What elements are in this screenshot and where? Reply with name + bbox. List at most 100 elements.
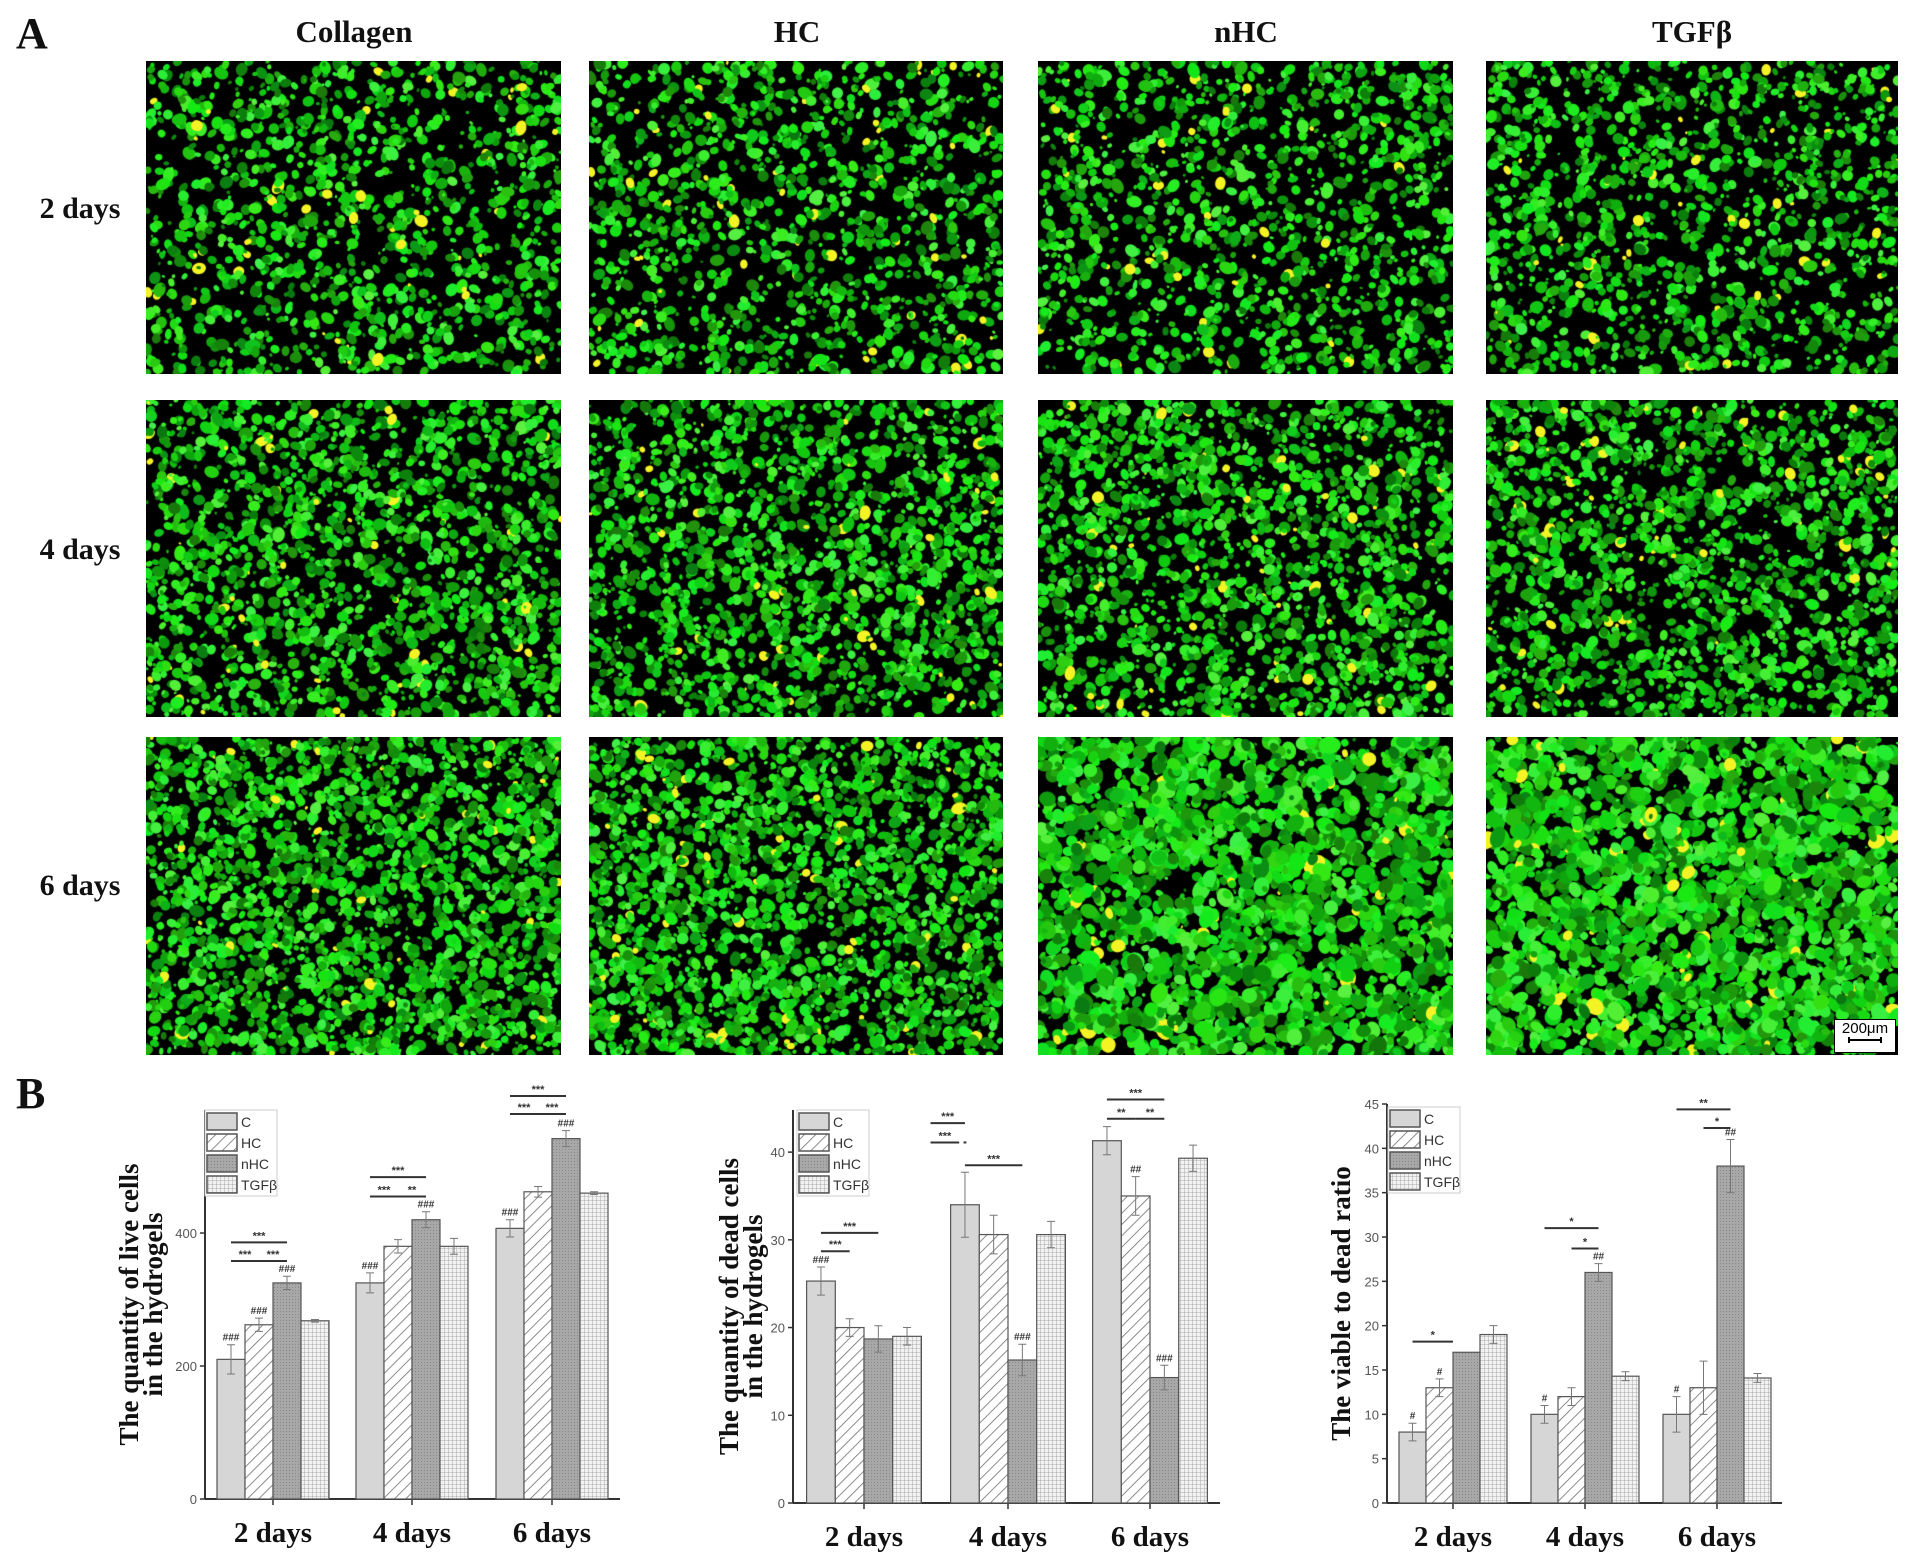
panel-b-letter: B [16, 1069, 46, 1118]
error-bar [903, 1327, 912, 1346]
significance-label: *** [239, 1249, 253, 1261]
column-title-tgfb: TGFβ [1651, 14, 1733, 49]
row-label-4-days: 4 days [39, 533, 121, 566]
scale-bar: 200μm [1834, 1019, 1896, 1053]
error-bar [1189, 1144, 1198, 1172]
y-tick-label: 30 [771, 1233, 785, 1248]
significance-label: *** [546, 1102, 560, 1114]
panel-a-letter: A [16, 9, 48, 58]
error-bar [874, 1325, 883, 1353]
error-bar [227, 1344, 235, 1375]
y-tick-label: 20 [771, 1321, 785, 1336]
row-label-2-days: 2 days [39, 192, 121, 225]
error-bar [1018, 1343, 1027, 1377]
legend-label: C [1424, 1111, 1434, 1127]
x-tick-label: 6 days [513, 1517, 591, 1549]
scale-bar-label: 200μm [1841, 1020, 1889, 1037]
significance-label: *** [253, 1230, 267, 1242]
significance-mark: ### [418, 1200, 435, 1211]
y-tick-label: 45 [1365, 1097, 1379, 1112]
error-bar [1540, 1404, 1549, 1424]
bar-TGFβ-4-days [1036, 1233, 1067, 1504]
error-bar [1408, 1422, 1417, 1442]
bar-nHC-6-days [551, 1137, 581, 1500]
error-bar [1435, 1378, 1444, 1398]
legend-label: C [833, 1114, 843, 1130]
bar-HC-4-days [383, 1245, 413, 1500]
error-bar [1699, 1360, 1708, 1415]
bar-HC-2-days [244, 1324, 274, 1500]
bar-HC-6-days [523, 1191, 553, 1500]
legend-swatch [1389, 1130, 1421, 1149]
bar-C-4-days [355, 1282, 385, 1500]
significance-label: *** [941, 1111, 955, 1123]
error-bar [1672, 1396, 1681, 1433]
column-title-collagen: Collagen [295, 14, 413, 49]
error-bar [506, 1219, 514, 1238]
chart-viable-dead-ratio: 0 5 10 15 20 25 30 35 40 45 The viable to dead rat… [1326, 1097, 1782, 1553]
significance-label: *** [392, 1165, 406, 1177]
error-bar [1131, 1176, 1140, 1216]
significance-label: *** [987, 1153, 1001, 1165]
significance-label: *** [518, 1102, 532, 1114]
significance-label: ** [1699, 1097, 1708, 1109]
error-bar [816, 1266, 825, 1296]
error-bar [1160, 1364, 1169, 1391]
bar-C-6-days [1092, 1140, 1122, 1504]
y-tick-label: 30 [1365, 1230, 1379, 1245]
error-bar [1621, 1371, 1630, 1382]
y-tick-label: 25 [1365, 1274, 1379, 1289]
scale-bar-line [1848, 1037, 1882, 1043]
bar-nHC-6-days [1716, 1165, 1745, 1504]
bar-nHC-2-days [272, 1282, 302, 1500]
error-bar [1489, 1325, 1498, 1344]
x-tick-label: 4 days [373, 1517, 451, 1549]
micrograph-tgfβ-1 [1486, 400, 1898, 717]
y-tick-label: 5 [1372, 1452, 1379, 1467]
x-tick-label: 2 days [1414, 1521, 1492, 1553]
error-bar [311, 1318, 319, 1323]
error-bar [283, 1275, 291, 1291]
bar-nHC-2-days [863, 1338, 894, 1504]
error-bar [534, 1185, 542, 1198]
legend-label: HC [241, 1135, 261, 1151]
legend-label: TGFβ [241, 1177, 277, 1193]
bar-C-2-days [216, 1358, 246, 1500]
y-tick-label: 0 [778, 1496, 785, 1511]
significance-label: *** [378, 1184, 392, 1196]
error-bar [1102, 1126, 1111, 1156]
bar-C-2-days [1398, 1431, 1427, 1504]
y-tick-label: 10 [771, 1408, 785, 1423]
bar-TGFβ-6-days [1178, 1157, 1209, 1504]
legend-label: HC [833, 1135, 853, 1151]
legend-label: nHC [833, 1156, 861, 1172]
micrograph-collagen-2 [146, 737, 561, 1055]
micrograph-collagen-1 [146, 400, 561, 717]
legend-label: TGFβ [833, 1177, 869, 1193]
error-bar [366, 1272, 374, 1294]
y-axis-label: The quantity of live cells [114, 1164, 144, 1446]
significance-mark: ## [1725, 1127, 1737, 1138]
row-label-6-days: 6 days [39, 869, 121, 902]
micrograph-nhc-1 [1038, 400, 1453, 717]
error-bar [394, 1239, 402, 1254]
significance-mark: ### [813, 1255, 830, 1266]
significance-mark: ### [279, 1264, 296, 1275]
micrograph-hc-2 [589, 737, 1003, 1055]
x-tick-label: 2 days [234, 1517, 312, 1549]
bar-HC-6-days [1120, 1195, 1151, 1504]
legend-label: nHC [1424, 1153, 1452, 1169]
significance-label: * [1583, 1237, 1588, 1249]
error-bar [989, 1214, 998, 1255]
micrograph-tgfβ-0 [1486, 61, 1898, 374]
error-bar [590, 1191, 598, 1195]
significance-mark: ### [1014, 1332, 1031, 1343]
significance-mark: ### [1156, 1353, 1173, 1364]
error-bar [255, 1317, 263, 1332]
y-axis-label: in the hydrogels [138, 1212, 168, 1396]
bar-C-6-days [495, 1227, 525, 1500]
bar-C-4-days [1530, 1413, 1559, 1504]
error-bar [1753, 1373, 1762, 1383]
